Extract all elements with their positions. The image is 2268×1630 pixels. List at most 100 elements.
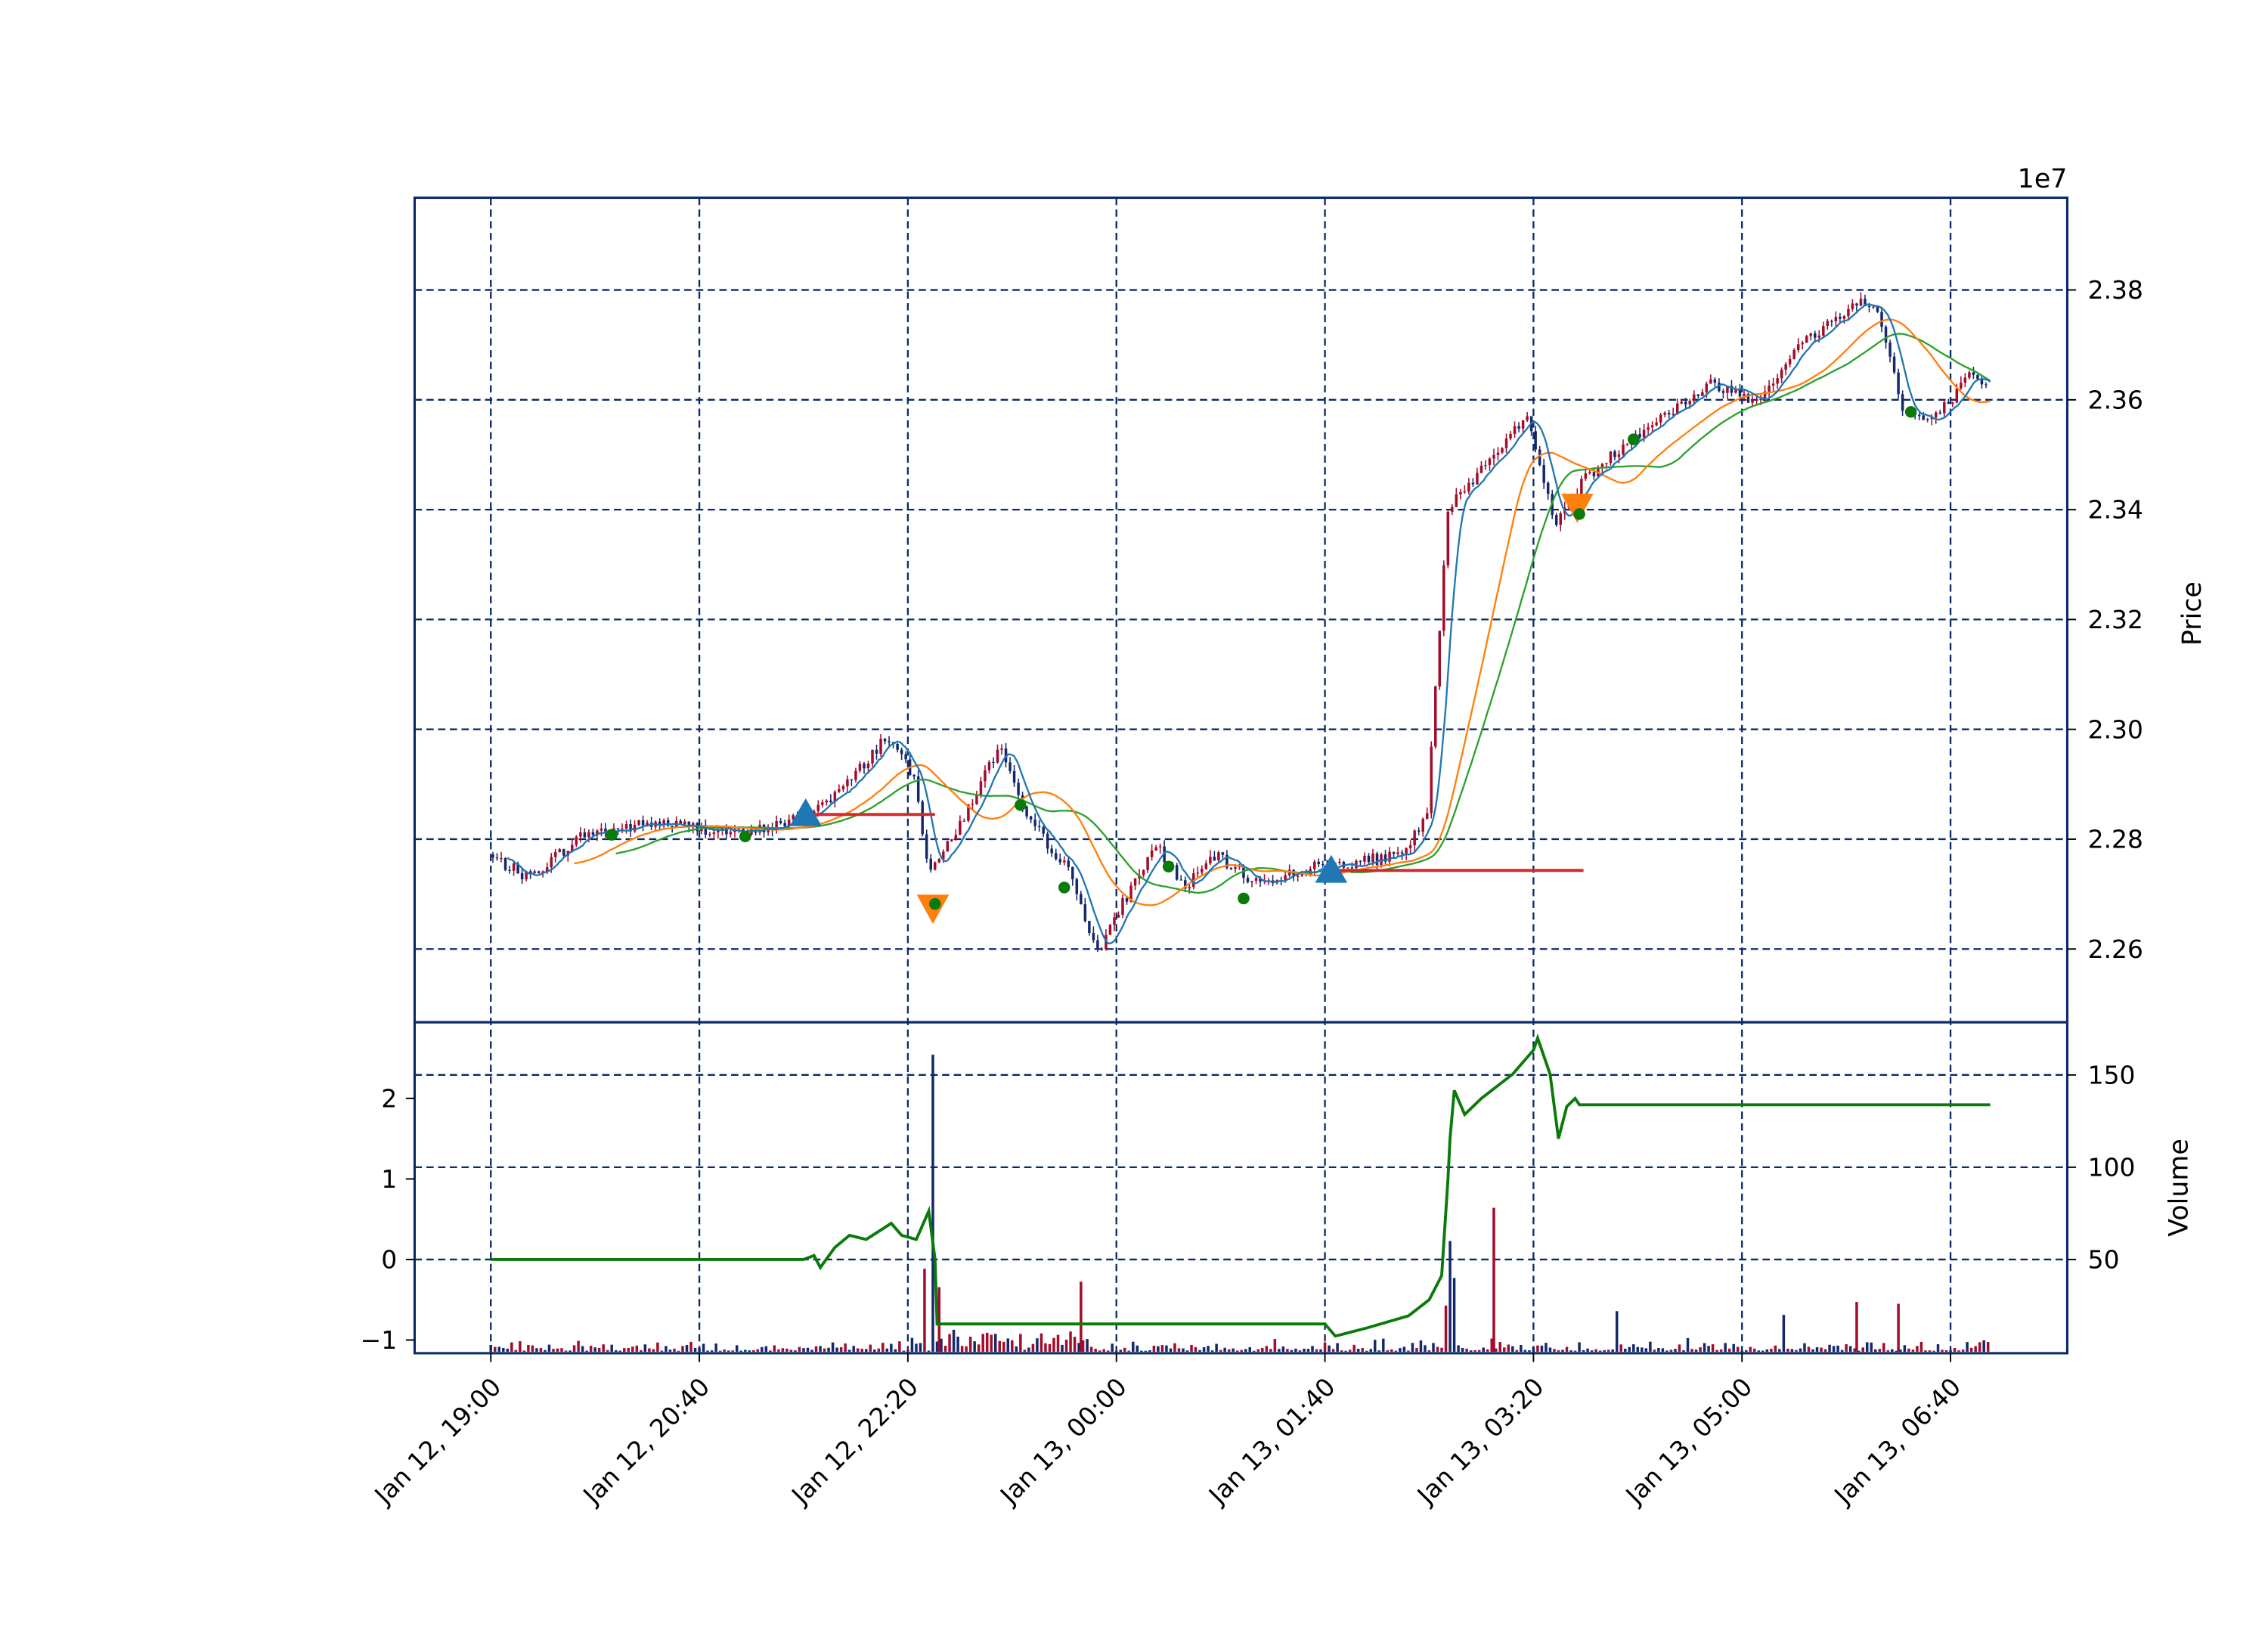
volume-bar: [623, 1348, 626, 1352]
volume-bar: [1682, 1350, 1685, 1352]
candle-body: [1892, 356, 1896, 373]
volume-bar: [1056, 1334, 1060, 1352]
candle-body: [850, 779, 854, 781]
candle-body: [1133, 879, 1137, 886]
volume-bar: [1086, 1339, 1089, 1352]
candle-body: [1405, 848, 1408, 854]
price-tick-label: 2.36: [2088, 385, 2143, 414]
candle-body: [1734, 388, 1737, 393]
price-offset-label: 1e7: [2018, 164, 2068, 194]
volume-bar: [1674, 1349, 1677, 1352]
candle-body: [1851, 303, 1854, 309]
candle-body: [1888, 342, 1892, 357]
volume-bar: [785, 1348, 789, 1352]
candle-body: [1796, 344, 1800, 350]
candle-body: [708, 834, 711, 835]
volume-bar: [1770, 1348, 1773, 1352]
candle-body: [1246, 878, 1250, 882]
volume-bar: [973, 1341, 976, 1352]
candle-body: [950, 839, 953, 841]
candle-body: [600, 828, 603, 831]
x-tick-label: Jan 12, 22:20: [785, 1371, 924, 1511]
candle-body: [1080, 894, 1083, 904]
volume-bar: [1281, 1346, 1285, 1352]
volume-bar: [1140, 1350, 1143, 1352]
volume-bar: [1853, 1348, 1856, 1352]
candle-body: [996, 749, 999, 763]
volume-bar: [1160, 1345, 1164, 1352]
candle-body: [562, 849, 565, 856]
candle-body: [1755, 398, 1758, 401]
volume-bar: [522, 1350, 526, 1352]
volume-bar: [769, 1350, 772, 1352]
candle-body: [1805, 336, 1808, 343]
volume-bar: [539, 1348, 543, 1352]
volume-bar: [1699, 1347, 1702, 1352]
volume-bar: [602, 1344, 605, 1352]
volume-bar: [597, 1348, 601, 1352]
candle-body: [666, 820, 670, 826]
candle-body: [787, 820, 791, 826]
volume-bar: [652, 1349, 655, 1352]
candle-body: [1375, 854, 1379, 866]
volume-bar: [1331, 1349, 1335, 1352]
candle-body: [1880, 311, 1883, 327]
candle-body: [883, 739, 887, 742]
volume-bar: [1227, 1349, 1231, 1352]
candle-body: [1425, 813, 1429, 820]
volume-bar: [1686, 1337, 1690, 1352]
candle-body: [934, 862, 937, 870]
candle-body: [1867, 305, 1871, 307]
candle-body: [1259, 878, 1262, 882]
volume-bar: [1011, 1340, 1014, 1352]
volume-bar: [1165, 1345, 1168, 1352]
candle-body: [1438, 631, 1442, 686]
candle-body: [1284, 875, 1287, 882]
candle-body: [863, 764, 866, 769]
candle-body: [954, 835, 958, 840]
candle-body: [1588, 472, 1591, 474]
candle-body: [1546, 482, 1550, 494]
candle-body: [1842, 316, 1846, 319]
candle-body: [987, 761, 991, 770]
candle-body: [1150, 851, 1154, 857]
signal-dot: [1058, 882, 1070, 894]
volume-bar: [1957, 1350, 1960, 1352]
volume-bar: [1432, 1343, 1435, 1352]
volume-bar: [1878, 1349, 1882, 1352]
candle-body: [1484, 465, 1487, 466]
candle-body: [841, 786, 845, 789]
volume-bar: [1895, 1350, 1898, 1352]
candle-body: [1839, 317, 1842, 319]
volume-bar: [1215, 1343, 1218, 1352]
volume-bar: [1932, 1350, 1935, 1352]
x-tick-label: Jan 13, 03:20: [1411, 1371, 1550, 1511]
volume-bar: [1336, 1343, 1339, 1352]
candle-body: [1092, 933, 1095, 941]
volume-bar: [660, 1350, 664, 1352]
volume-bar: [1657, 1347, 1660, 1352]
candle-body: [1413, 830, 1416, 846]
price-tick-label: 2.28: [2088, 825, 2143, 854]
candle-body: [1822, 326, 1825, 336]
candle-body: [1609, 451, 1613, 463]
volume-bar: [1114, 1350, 1118, 1352]
candle-body: [916, 776, 920, 802]
volume-bar: [814, 1346, 818, 1352]
volume-bar: [493, 1346, 497, 1352]
volume-bar: [1111, 1343, 1114, 1352]
candle-body: [1792, 349, 1796, 359]
candle-body: [520, 873, 524, 880]
candle-body: [937, 859, 941, 863]
candle-body: [875, 749, 878, 754]
candle-body: [984, 770, 987, 782]
candle-body: [1188, 887, 1191, 889]
candle-body: [838, 789, 841, 792]
volume-bar: [1799, 1348, 1802, 1352]
candle-body: [1738, 388, 1742, 397]
volume-bar: [743, 1350, 747, 1352]
volume-bar: [1986, 1342, 1990, 1352]
candle-body: [1300, 872, 1303, 876]
volume-bar: [656, 1342, 659, 1352]
volume-bar: [902, 1350, 906, 1352]
